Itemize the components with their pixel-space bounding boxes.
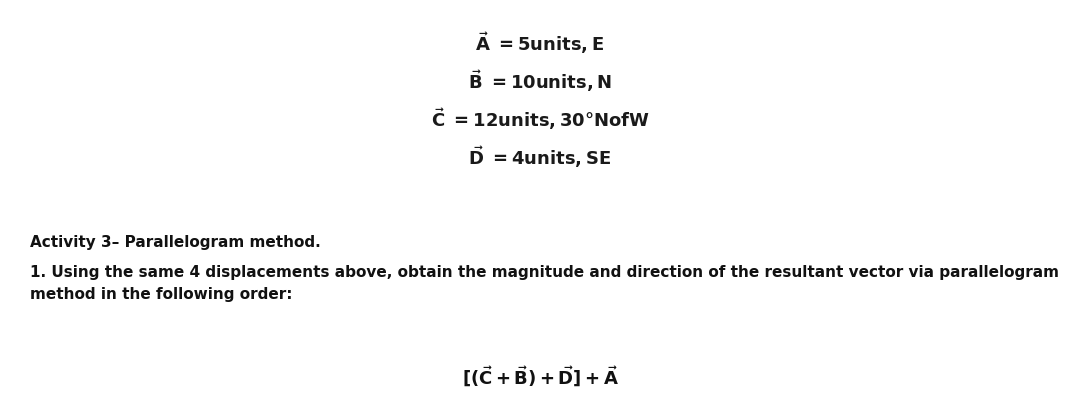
Text: $\mathbf{[(\vec{C} + \vec{B}) + \vec{D}] + \vec{A}}$: $\mathbf{[(\vec{C} + \vec{B}) + \vec{D}]… [461,365,619,389]
Text: Activity 3– Parallelogram method.: Activity 3– Parallelogram method. [30,235,321,250]
Text: $\mathbf{\vec{A}}$ $\mathbf{= 5 units, E}$: $\mathbf{\vec{A}}$ $\mathbf{= 5 units, E… [475,30,605,56]
Text: 1. Using the same 4 displacements above, obtain the magnitude and direction of t: 1. Using the same 4 displacements above,… [30,265,1059,302]
Text: $\mathbf{\vec{C}}$ $\mathbf{= 12 units, 30° N of W}$: $\mathbf{\vec{C}}$ $\mathbf{= 12 units, … [431,106,649,132]
Text: $\mathbf{\vec{D}}$ $\mathbf{= 4 units, SE}$: $\mathbf{\vec{D}}$ $\mathbf{= 4 units, S… [469,144,611,170]
Text: $\mathbf{\vec{B}}$ $\mathbf{= 10 units, N}$: $\mathbf{\vec{B}}$ $\mathbf{= 10 units, … [468,68,612,94]
